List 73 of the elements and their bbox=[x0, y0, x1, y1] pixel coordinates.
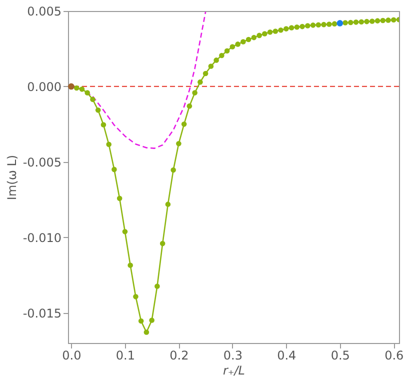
point bbox=[246, 36, 252, 42]
point bbox=[240, 39, 246, 44]
x-tick-label: 0.4 bbox=[277, 348, 296, 362]
point bbox=[186, 103, 192, 109]
x-axis-title: r₊/L bbox=[223, 364, 245, 378]
point bbox=[224, 48, 230, 54]
point bbox=[256, 32, 262, 38]
point bbox=[176, 141, 182, 146]
point bbox=[326, 22, 332, 27]
point bbox=[138, 318, 144, 324]
point bbox=[160, 240, 166, 246]
point bbox=[390, 17, 396, 23]
point bbox=[348, 20, 354, 26]
y-tick-label: 0.005 bbox=[27, 4, 62, 18]
point bbox=[149, 318, 154, 323]
point bbox=[300, 24, 305, 30]
point bbox=[84, 90, 90, 96]
point bbox=[170, 167, 176, 173]
point bbox=[181, 122, 187, 127]
point bbox=[294, 24, 300, 30]
point bbox=[342, 20, 348, 26]
point bbox=[230, 44, 236, 50]
point bbox=[358, 19, 364, 25]
point bbox=[116, 196, 122, 202]
point bbox=[288, 25, 294, 30]
point bbox=[262, 31, 268, 36]
point bbox=[380, 18, 386, 24]
point bbox=[79, 86, 85, 92]
y-tick-label: 0.000 bbox=[27, 80, 62, 94]
point bbox=[133, 294, 138, 300]
x-tick-label: 0.0 bbox=[62, 348, 82, 362]
point bbox=[235, 42, 240, 47]
point bbox=[278, 28, 284, 33]
y-tick-label: -0.005 bbox=[22, 155, 62, 170]
point bbox=[154, 284, 160, 289]
point bbox=[165, 202, 171, 207]
point bbox=[192, 90, 198, 96]
x-tick-label: 0.3 bbox=[223, 348, 242, 362]
point bbox=[316, 22, 322, 28]
x-tick-label: 0.2 bbox=[170, 348, 189, 362]
point bbox=[214, 58, 219, 63]
y-tick-label: -0.015 bbox=[22, 306, 62, 320]
point bbox=[284, 26, 289, 32]
point bbox=[267, 29, 273, 35]
point bbox=[202, 70, 208, 76]
x-tick-label: 0.6 bbox=[384, 348, 404, 362]
point bbox=[321, 22, 326, 28]
point bbox=[272, 28, 278, 34]
point bbox=[364, 18, 370, 24]
point bbox=[208, 64, 214, 69]
y-tick-label: -0.010 bbox=[22, 230, 62, 245]
point bbox=[128, 262, 133, 268]
point bbox=[219, 52, 224, 58]
point bbox=[112, 166, 117, 172]
x-tick-label: 0.5 bbox=[330, 348, 350, 362]
point bbox=[305, 23, 310, 28]
point bbox=[95, 108, 101, 113]
point bbox=[332, 21, 338, 26]
x-tick-label: 0.1 bbox=[116, 348, 136, 362]
point bbox=[198, 79, 203, 85]
point bbox=[251, 34, 257, 40]
point bbox=[74, 85, 80, 91]
point bbox=[374, 18, 380, 24]
y-axis-title: Im(ω L) bbox=[4, 154, 19, 200]
point bbox=[353, 20, 359, 25]
point bbox=[144, 330, 150, 335]
point bbox=[100, 122, 106, 128]
point bbox=[310, 22, 316, 28]
point bbox=[90, 96, 96, 102]
point bbox=[122, 228, 128, 234]
point bbox=[106, 142, 112, 148]
point bbox=[369, 18, 375, 24]
point bbox=[386, 18, 391, 23]
